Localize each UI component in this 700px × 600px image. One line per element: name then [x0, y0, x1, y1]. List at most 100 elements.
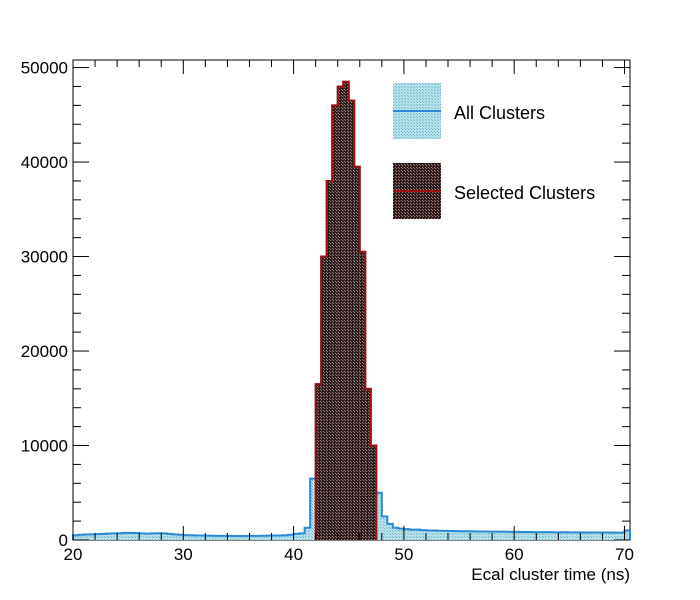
all-clusters-bin [166, 533, 173, 540]
all-clusters-bin [277, 535, 283, 540]
all-clusters-bin [448, 531, 454, 540]
all-clusters-bin [161, 533, 167, 540]
all-clusters-bin [205, 535, 211, 540]
all-clusters-bin [139, 533, 145, 540]
all-clusters-bin [199, 535, 206, 540]
all-clusters-bin [111, 533, 118, 540]
all-clusters-bin [508, 531, 515, 540]
all-clusters-bin [481, 531, 487, 540]
all-clusters-bin [470, 531, 476, 540]
all-clusters-bin [133, 533, 140, 540]
x-axis-title: Ecal cluster time (ns) [471, 565, 630, 584]
all-clusters-bin [607, 532, 614, 540]
all-clusters-bin [210, 535, 217, 540]
all-clusters-bin [392, 527, 399, 540]
all-clusters-bin [624, 530, 630, 540]
all-clusters-bin [409, 529, 415, 540]
selected-clusters-bin [348, 100, 355, 541]
selected-clusters-bin [359, 251, 366, 540]
x-tick-label: 20 [64, 545, 83, 564]
selected-clusters-bin [343, 81, 349, 540]
all-clusters-bin [492, 531, 498, 540]
all-clusters-bin [144, 533, 151, 540]
all-clusters-bin [376, 492, 382, 540]
all-clusters-bin [591, 532, 597, 540]
all-clusters-bin [266, 535, 272, 540]
all-clusters-bin [442, 530, 449, 540]
all-clusters-bin [122, 532, 129, 540]
all-clusters-bin [95, 534, 101, 540]
y-tick-label: 30000 [21, 248, 68, 267]
all-clusters-bin [254, 535, 261, 540]
all-clusters-bin [414, 529, 421, 540]
all-clusters-bin [172, 534, 178, 540]
y-tick-label: 40000 [21, 153, 68, 172]
all-clusters-bin [128, 532, 134, 540]
y-tick-label: 20000 [21, 342, 68, 361]
x-tick-label: 60 [505, 545, 524, 564]
all-clusters-bin [514, 531, 520, 540]
all-clusters-bin [249, 535, 255, 540]
legend: All Clusters Selected Clusters [393, 83, 595, 219]
all-clusters-bin [475, 531, 482, 540]
all-clusters-bin [387, 523, 393, 540]
legend-item-selected-clusters: Selected Clusters [393, 163, 595, 219]
x-tick-label: 50 [394, 545, 413, 564]
all-clusters-bin [596, 532, 603, 540]
all-clusters-bin [486, 531, 493, 540]
legend-item-all-clusters: All Clusters [393, 83, 545, 139]
all-clusters-bin [73, 535, 79, 540]
all-clusters-bin [381, 516, 388, 540]
all-clusters-bin [563, 532, 570, 540]
all-clusters-bin [453, 531, 460, 540]
x-tick-label: 70 [615, 545, 634, 564]
all-clusters-bin [89, 534, 96, 540]
all-clusters-bin [238, 536, 244, 540]
all-clusters-bin [420, 530, 426, 540]
selected-clusters-bin [370, 445, 377, 540]
all-clusters-bin [288, 534, 294, 540]
all-clusters-bin [150, 533, 156, 540]
all-clusters-bin [547, 532, 553, 540]
all-clusters-bin [431, 530, 437, 540]
all-clusters-bin [525, 531, 531, 540]
selected-clusters-bin [354, 166, 360, 540]
selected-clusters-bin [321, 256, 327, 540]
legend-label-selected-clusters: Selected Clusters [454, 183, 595, 203]
all-clusters-bin [227, 535, 233, 540]
all-clusters-bin [84, 534, 90, 540]
selected-clusters-outline [314, 80, 378, 540]
all-clusters-bin [78, 534, 85, 540]
all-clusters-bin [177, 534, 184, 540]
axes: 20 30 40 50 60 70 0 10000 20000 30000 40000 50000 [21, 59, 634, 564]
x-tick-label: 40 [284, 545, 303, 564]
y-tick-label: 50000 [21, 59, 68, 78]
all-clusters-bin [585, 532, 592, 540]
all-clusters-bin [194, 535, 200, 540]
all-clusters-bin [558, 532, 564, 540]
all-clusters-bin [503, 531, 509, 540]
all-clusters-bin [100, 533, 107, 540]
all-clusters-bin [536, 532, 542, 540]
all-clusters-bin [155, 533, 162, 540]
selected-clusters-bin [315, 384, 322, 540]
all-clusters-bin [569, 532, 575, 540]
all-clusters-bin [221, 535, 228, 540]
all-clusters-bin [519, 531, 526, 540]
all-clusters-bin [282, 535, 289, 540]
selected-clusters-bin [337, 86, 344, 540]
all-clusters-bin [304, 527, 311, 540]
all-clusters-bin [310, 478, 316, 540]
series-selected-clusters [314, 80, 378, 541]
all-clusters-bin [613, 532, 619, 540]
x-tick-label: 30 [174, 545, 193, 564]
all-clusters-bin [183, 535, 189, 540]
selected-clusters-bin [365, 388, 371, 540]
plot-area: 20 30 40 50 60 70 0 10000 20000 30000 40000 50000 [21, 59, 634, 564]
selected-clusters-bin [326, 180, 333, 540]
all-clusters-bin [243, 536, 250, 540]
y-tick-label: 0 [59, 531, 68, 550]
all-clusters-bin [459, 531, 465, 540]
all-clusters-bin [425, 530, 432, 540]
